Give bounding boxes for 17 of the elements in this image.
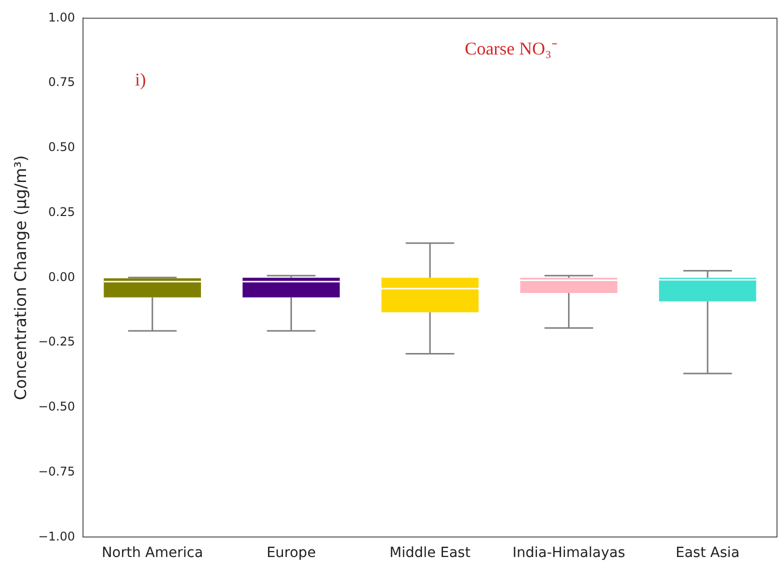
y-tick-label: 0.25: [48, 204, 75, 219]
x-tick-label: Middle East: [390, 545, 471, 562]
y-axis-title: Concentration Change (μg/m³): [10, 155, 30, 400]
x-tick-label: East Asia: [676, 545, 740, 562]
x-tick-label: India-Himalayas: [512, 545, 626, 562]
y-tick-label: 0.50: [48, 140, 75, 154]
y-tick-label: −0.75: [38, 464, 75, 478]
y-tick-label: −0.25: [38, 334, 75, 349]
y-tick-label: 0.75: [48, 75, 75, 90]
annotation: i): [135, 70, 146, 90]
x-tick-label: North America: [102, 545, 204, 562]
x-tick-label: Europe: [266, 545, 316, 562]
annotation: Coarse NO₃⁻: [464, 38, 558, 59]
y-tick-label: 1.00: [48, 10, 75, 24]
y-tick-label: −0.50: [38, 400, 75, 414]
y-tick-label: −1.00: [38, 529, 75, 544]
y-tick-label: 0.00: [48, 270, 75, 284]
